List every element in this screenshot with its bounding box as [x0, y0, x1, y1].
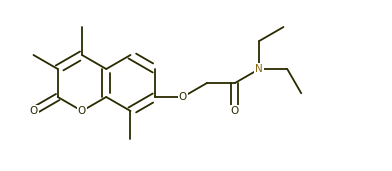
- Text: N: N: [255, 64, 263, 74]
- Text: O: O: [29, 106, 38, 116]
- Text: O: O: [231, 106, 239, 116]
- Text: O: O: [78, 106, 86, 116]
- Text: O: O: [179, 92, 187, 102]
